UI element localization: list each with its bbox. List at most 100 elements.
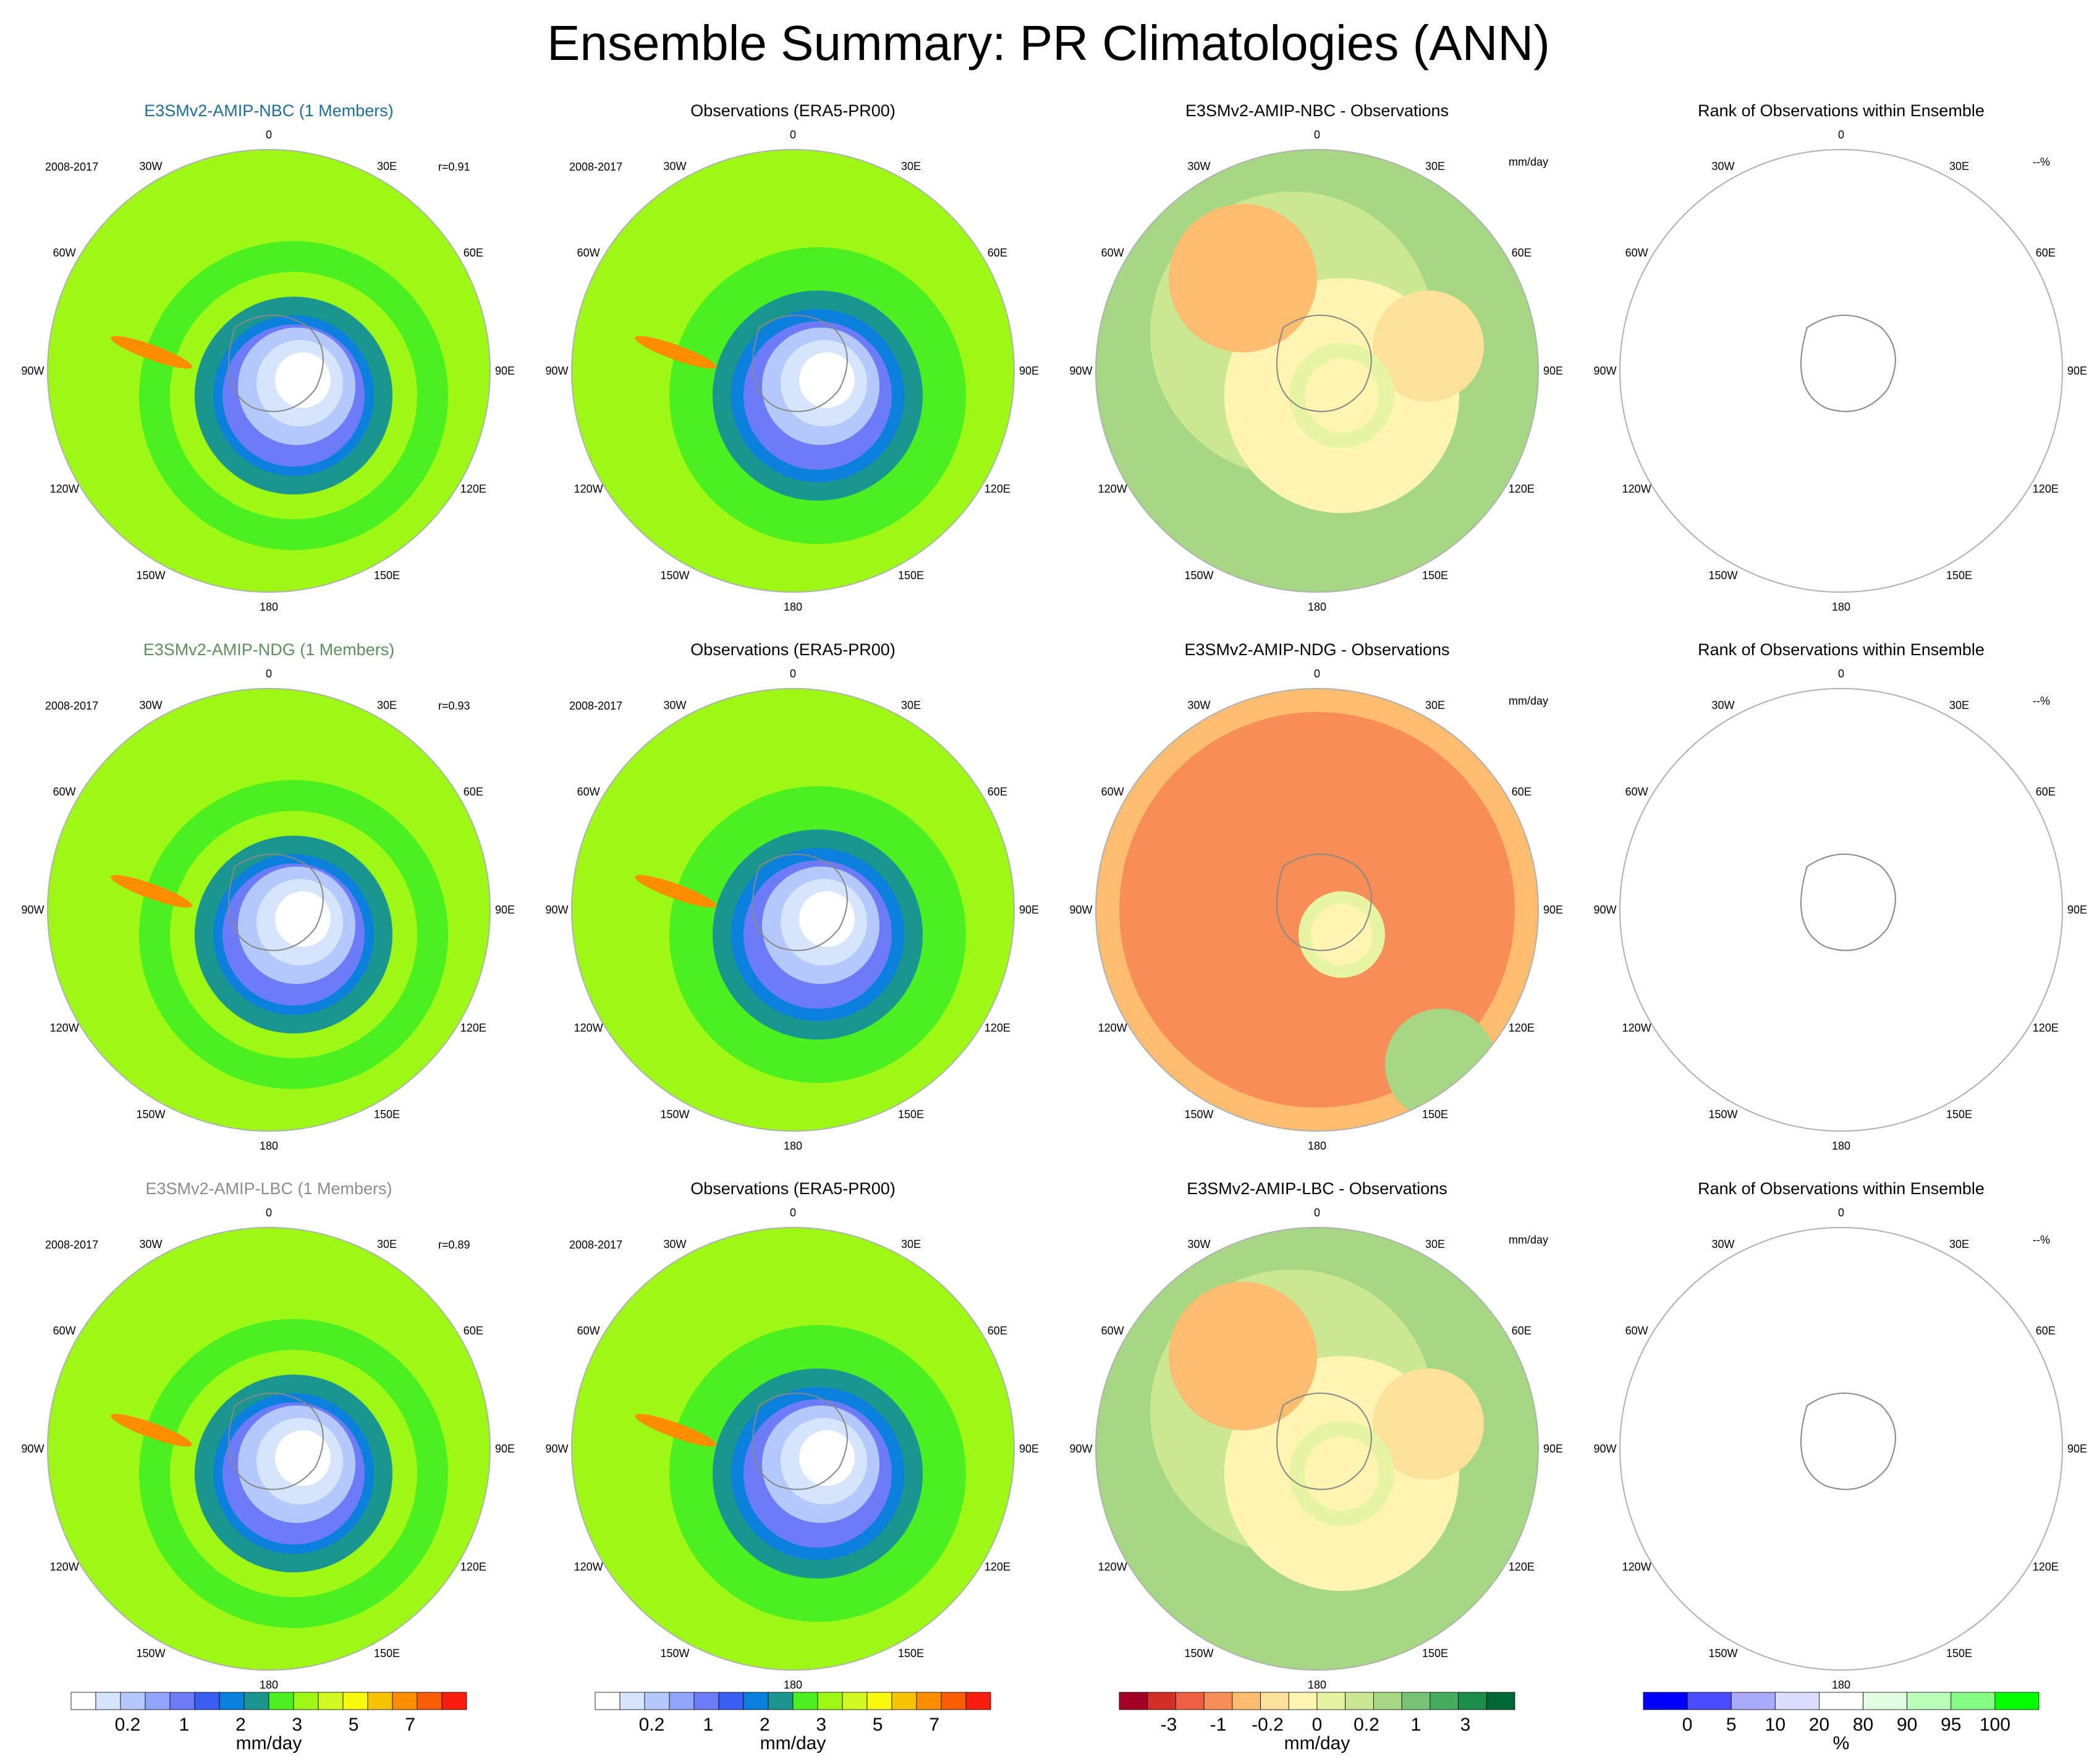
- lon-label: 0: [266, 668, 272, 680]
- lon-label: 0: [790, 1206, 796, 1219]
- colorbar-swatch: [441, 1692, 467, 1710]
- lon-label: 120W: [50, 1561, 79, 1573]
- lon-label: 90W: [1069, 365, 1092, 377]
- lon-label: 90E: [495, 365, 515, 377]
- polar-map: 0 30E 60E 90E 120E 150E 180 150W 120W 90W 60W 30W Ra…: [1593, 101, 2087, 613]
- colorbar: 0 5 10 20 80 90 95 100%: [1643, 1692, 2040, 1763]
- colorbar-swatch: [1345, 1692, 1374, 1710]
- lon-label: 30E: [901, 160, 921, 172]
- colorbar-unit: %: [1833, 1733, 1850, 1753]
- lon-label: 30W: [1711, 160, 1734, 172]
- lon-label: 30W: [1187, 1238, 1210, 1250]
- field-region: [1305, 1436, 1379, 1511]
- lon-label: 180: [784, 601, 802, 613]
- lon-label: 150E: [898, 1647, 924, 1660]
- colorbar-tick: 0.2: [1354, 1715, 1379, 1735]
- high-precip-band: [111, 1414, 192, 1447]
- lon-label: 90E: [495, 904, 515, 916]
- panel-title: E3SMv2-AMIP-LBC - Observations: [1187, 1179, 1447, 1198]
- colorbar-tick: 0: [1312, 1715, 1323, 1735]
- lon-label: 180: [1308, 1140, 1326, 1152]
- lon-label: 60E: [1512, 786, 1531, 798]
- lon-label: 30E: [1949, 699, 1969, 711]
- colorbar-swatch: [743, 1692, 769, 1710]
- lon-label: 150E: [898, 1108, 924, 1121]
- colorbar-swatch: [194, 1692, 220, 1710]
- coastline: [1276, 854, 1372, 951]
- lon-label: 0: [266, 1206, 272, 1219]
- lon-label: 150W: [136, 1647, 165, 1660]
- lon-label: 60W: [53, 1325, 76, 1337]
- lon-label: 120W: [574, 1561, 603, 1573]
- field-region: [1373, 290, 1484, 402]
- map-panel: 0 30E 60E 90E 120E 150E 180 150W 120W 90W 60W 30W Ob…: [545, 625, 1039, 1152]
- high-precip-band: [635, 336, 716, 369]
- lon-label: 90W: [21, 904, 44, 916]
- polar-map: 0 30E 60E 90E 120E 150E 180 150W 120W 90W 60W 30W E3…: [1069, 1179, 1563, 1691]
- lon-label: 120W: [1622, 1561, 1651, 1573]
- map-field: [572, 1228, 1014, 1670]
- map-boundary: [47, 149, 491, 593]
- lon-label: 150W: [660, 1647, 689, 1660]
- lon-label: 120W: [1098, 1022, 1127, 1034]
- map-field: [1620, 150, 2062, 592]
- map-boundary: [1095, 688, 1539, 1132]
- colorbar-swatch: [1819, 1692, 1863, 1710]
- field-region: [799, 891, 855, 947]
- colorbar-swatch: [1430, 1692, 1459, 1710]
- colorbar-swatch: [1373, 1692, 1402, 1710]
- lon-label: 30E: [1425, 160, 1445, 172]
- units-label: mm/day: [1509, 156, 1548, 168]
- lon-label: 90E: [2067, 904, 2087, 916]
- lon-label: 60W: [1625, 247, 1648, 259]
- colorbar-swatch: [1316, 1692, 1346, 1710]
- colorbar-swatch: [842, 1692, 868, 1710]
- colorbar-swatch: [1731, 1692, 1776, 1710]
- colorbar-swatch: [417, 1692, 443, 1710]
- high-precip-band: [111, 875, 192, 908]
- lon-label: 90W: [1593, 365, 1616, 377]
- colorbar-tick: 3: [1460, 1715, 1471, 1735]
- colorbar: -3 -1 -0.2 0 0.2 1 3 mm/day: [1119, 1692, 1515, 1763]
- lon-label: 30W: [1187, 699, 1210, 711]
- lon-label: 60E: [988, 247, 1007, 259]
- lon-label: 0: [1838, 129, 1844, 141]
- colorbar-unit: mm/day: [760, 1733, 826, 1753]
- lon-label: 0: [1314, 1206, 1320, 1219]
- map-boundary: [1619, 688, 2063, 1132]
- colorbar-swatch: [693, 1692, 719, 1710]
- lon-label: 90W: [545, 1443, 568, 1455]
- colorbar-swatch: [595, 1692, 621, 1710]
- colorbar-swatch: [965, 1692, 991, 1710]
- lon-label: 30W: [139, 160, 162, 172]
- lon-label: 150E: [1422, 1647, 1448, 1660]
- lon-label: 120W: [50, 483, 79, 495]
- field-region: [275, 1430, 331, 1486]
- period-label: 2008-2017: [569, 700, 622, 712]
- colorbar-swatch: [95, 1692, 121, 1710]
- lon-label: 120E: [2033, 483, 2059, 495]
- lon-label: 120E: [460, 1561, 486, 1573]
- colorbar-swatch: [1401, 1692, 1431, 1710]
- colorbar-swatch: [1863, 1692, 1908, 1710]
- lon-label: 120E: [1509, 1022, 1535, 1034]
- lon-label: 0: [790, 668, 796, 680]
- lon-label: 150E: [374, 569, 400, 582]
- lon-label: 30W: [1711, 1238, 1734, 1250]
- lon-label: 30W: [663, 160, 686, 172]
- field-region: [1169, 1282, 1317, 1430]
- lon-label: 60W: [1625, 1325, 1648, 1337]
- map-field: [48, 1228, 490, 1670]
- colorbar-tick: 1: [1411, 1715, 1421, 1735]
- map-field: [1096, 1228, 1538, 1670]
- lon-label: 120W: [1622, 1022, 1651, 1034]
- lon-label: 30W: [139, 1238, 162, 1250]
- colorbar-swatch: [817, 1692, 843, 1710]
- lon-label: 120E: [985, 1561, 1010, 1573]
- lon-label: 150W: [660, 1108, 689, 1121]
- lon-label: 90W: [1069, 904, 1092, 916]
- colorbar-swatch: [1260, 1692, 1289, 1710]
- lon-label: 30E: [901, 699, 921, 711]
- lon-label: 120W: [574, 483, 603, 495]
- map-field: [572, 689, 1014, 1131]
